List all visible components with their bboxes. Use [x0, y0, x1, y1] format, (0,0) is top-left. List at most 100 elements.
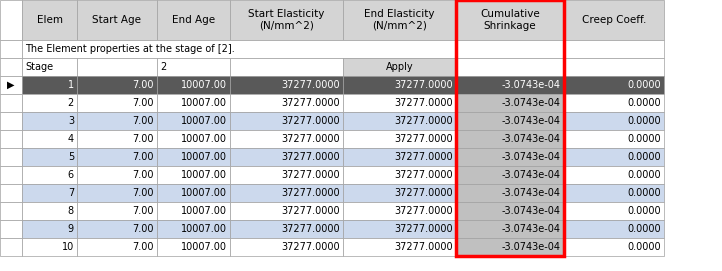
Text: 0.0000: 0.0000 — [627, 224, 661, 234]
Bar — [77, 166, 157, 184]
Bar — [157, 202, 230, 220]
Text: 37277.0000: 37277.0000 — [282, 152, 340, 162]
Bar — [230, 238, 343, 256]
Bar — [0, 58, 22, 76]
Bar — [0, 76, 22, 94]
Bar — [22, 238, 77, 256]
Bar — [157, 76, 230, 94]
Bar — [564, 112, 664, 130]
Bar — [0, 220, 22, 238]
Text: 10: 10 — [62, 242, 74, 252]
Bar — [343, 166, 456, 184]
Bar — [343, 184, 456, 202]
Bar — [456, 130, 564, 148]
Bar — [230, 202, 343, 220]
Text: -3.0743e-04: -3.0743e-04 — [502, 224, 561, 234]
Bar — [157, 220, 230, 238]
Bar — [157, 130, 230, 148]
Bar — [456, 220, 564, 238]
Bar — [564, 0, 664, 40]
Bar — [343, 130, 456, 148]
Bar — [230, 184, 343, 202]
Bar — [343, 112, 456, 130]
Text: 7.00: 7.00 — [133, 98, 154, 108]
Text: ▶: ▶ — [7, 80, 14, 90]
Bar — [22, 0, 77, 40]
Bar — [22, 58, 77, 76]
Text: Start Age: Start Age — [92, 15, 142, 25]
Bar — [0, 0, 22, 40]
Bar — [77, 112, 157, 130]
Bar — [230, 130, 343, 148]
Text: 37277.0000: 37277.0000 — [394, 152, 453, 162]
Bar — [157, 112, 230, 130]
Text: 10007.00: 10007.00 — [181, 98, 227, 108]
Bar — [230, 148, 343, 166]
Text: 10007.00: 10007.00 — [181, 188, 227, 198]
Bar — [456, 238, 564, 256]
Text: 37277.0000: 37277.0000 — [394, 116, 453, 126]
Bar — [456, 148, 564, 166]
Bar — [230, 220, 343, 238]
Text: 37277.0000: 37277.0000 — [394, 224, 453, 234]
Text: 10007.00: 10007.00 — [181, 80, 227, 90]
Bar — [77, 184, 157, 202]
Bar — [0, 202, 22, 220]
Text: 7.00: 7.00 — [133, 206, 154, 216]
Text: Start Elasticity
(N/mm^2): Start Elasticity (N/mm^2) — [248, 9, 325, 31]
Bar — [22, 112, 77, 130]
Bar — [0, 238, 22, 256]
Text: End Age: End Age — [172, 15, 215, 25]
Bar — [0, 40, 22, 58]
Bar — [230, 76, 343, 94]
Bar — [0, 184, 22, 202]
Text: 10007.00: 10007.00 — [181, 206, 227, 216]
Text: 37277.0000: 37277.0000 — [282, 242, 340, 252]
Bar — [343, 58, 456, 76]
Bar — [77, 220, 157, 238]
Text: 0.0000: 0.0000 — [627, 152, 661, 162]
Bar — [456, 202, 564, 220]
Text: 2: 2 — [68, 98, 74, 108]
Bar — [564, 184, 664, 202]
Bar — [456, 94, 564, 112]
Text: 0.0000: 0.0000 — [627, 98, 661, 108]
Text: 10007.00: 10007.00 — [181, 242, 227, 252]
Bar — [343, 220, 456, 238]
Text: 0.0000: 0.0000 — [627, 206, 661, 216]
Text: 4: 4 — [68, 134, 74, 144]
Text: 0.0000: 0.0000 — [627, 188, 661, 198]
Text: 0.0000: 0.0000 — [627, 116, 661, 126]
Bar — [22, 40, 456, 58]
Bar — [456, 0, 564, 40]
Text: 7.00: 7.00 — [133, 116, 154, 126]
Bar — [456, 40, 564, 58]
Bar — [22, 184, 77, 202]
Bar — [0, 94, 22, 112]
Bar — [343, 0, 456, 40]
Text: 10007.00: 10007.00 — [181, 170, 227, 180]
Bar — [22, 76, 77, 94]
Text: 8: 8 — [68, 206, 74, 216]
Bar — [456, 184, 564, 202]
Text: 7.00: 7.00 — [133, 170, 154, 180]
Bar — [343, 148, 456, 166]
Text: 37277.0000: 37277.0000 — [394, 188, 453, 198]
Text: 6: 6 — [68, 170, 74, 180]
Bar — [564, 76, 664, 94]
Text: -3.0743e-04: -3.0743e-04 — [502, 134, 561, 144]
Bar — [564, 94, 664, 112]
Bar — [230, 0, 343, 40]
Bar — [564, 166, 664, 184]
Text: -3.0743e-04: -3.0743e-04 — [502, 242, 561, 252]
Bar — [343, 238, 456, 256]
Text: -3.0743e-04: -3.0743e-04 — [502, 206, 561, 216]
Bar — [157, 58, 230, 76]
Bar — [456, 0, 564, 256]
Text: 37277.0000: 37277.0000 — [282, 188, 340, 198]
Bar — [564, 148, 664, 166]
Bar — [22, 220, 77, 238]
Bar — [22, 130, 77, 148]
Text: The Element properties at the stage of [2].: The Element properties at the stage of [… — [25, 44, 235, 54]
Bar — [564, 220, 664, 238]
